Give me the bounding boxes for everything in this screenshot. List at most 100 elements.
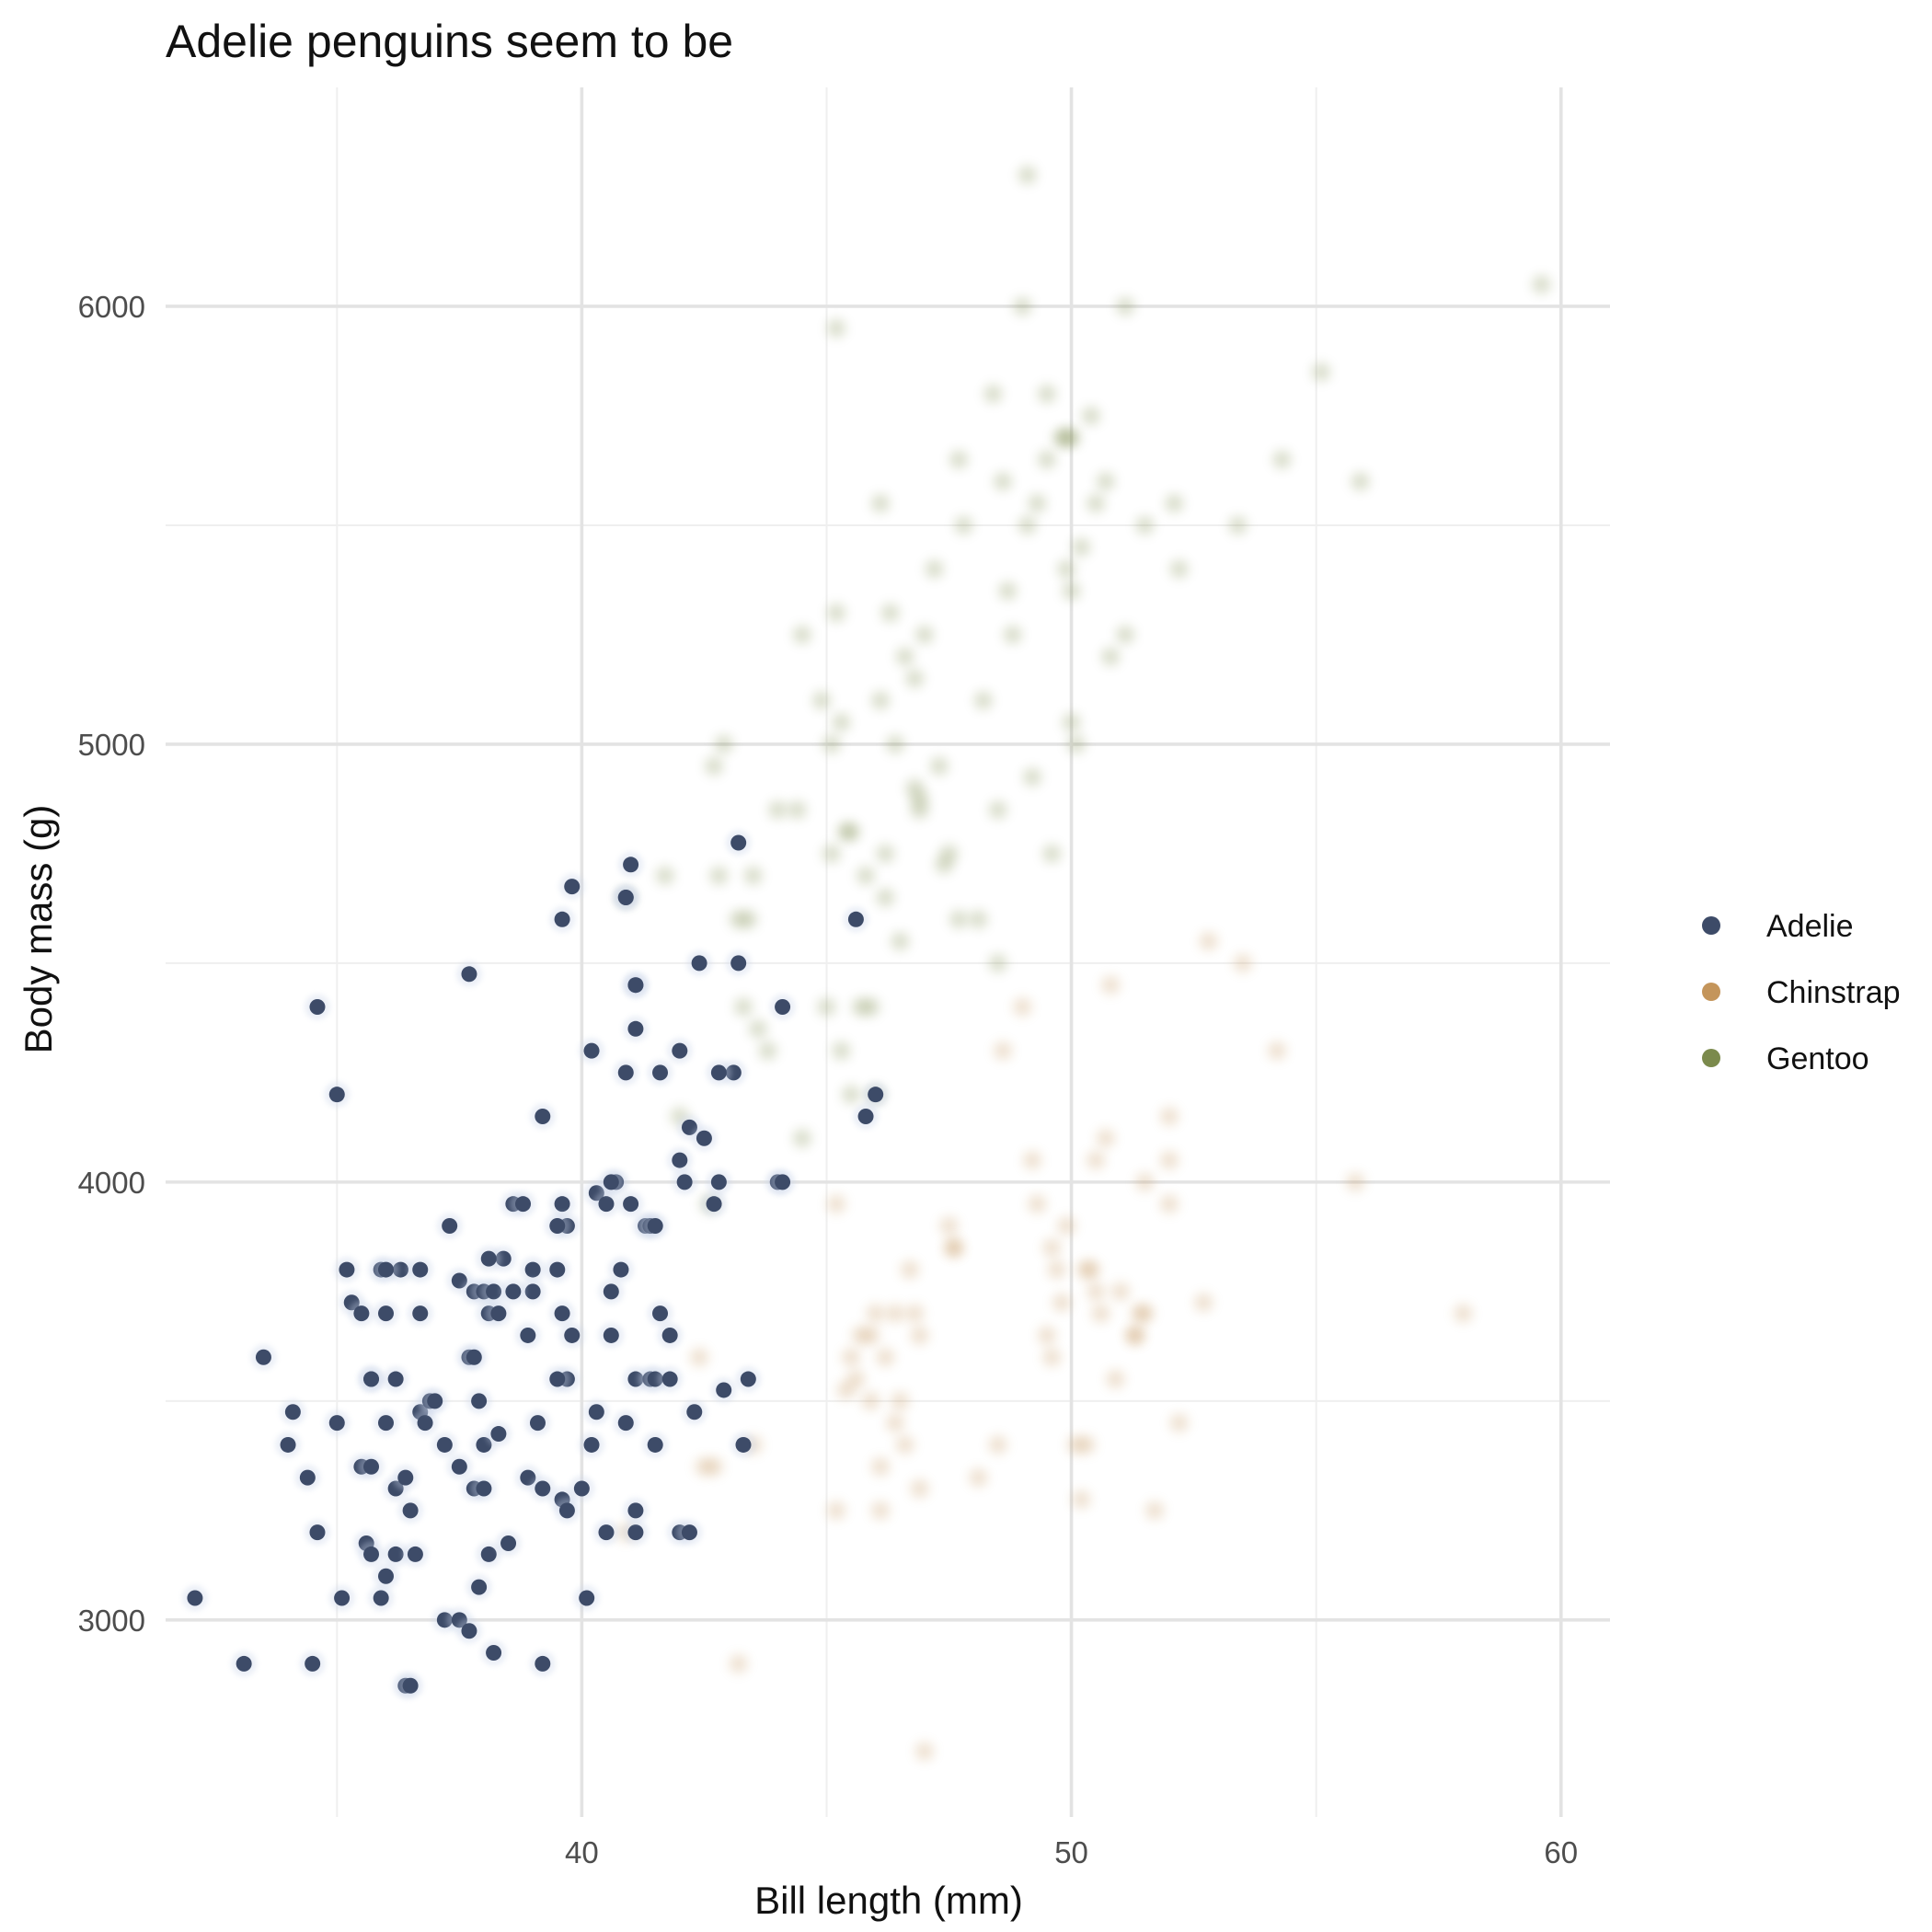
gentoo-point <box>880 604 900 623</box>
adelie-point <box>255 1349 271 1365</box>
chinstrap-point <box>988 1435 1007 1455</box>
adelie-point <box>334 1590 351 1606</box>
adelie-point <box>299 1469 316 1486</box>
gentoo-point <box>1057 428 1076 447</box>
gentoo-point <box>1003 625 1022 644</box>
gentoo-point <box>822 734 841 753</box>
legend-key-chinstrap <box>1702 983 1720 1001</box>
chinstrap-point <box>944 1238 963 1258</box>
adelie-point <box>554 1305 570 1322</box>
chinstrap-point <box>910 1326 929 1345</box>
adelie-point <box>402 1677 419 1694</box>
adelie-point <box>672 1152 688 1168</box>
adelie-point <box>735 1436 752 1453</box>
chinstrap-point <box>871 1457 891 1477</box>
adelie-point <box>377 1305 394 1322</box>
adelie-point <box>652 1064 669 1081</box>
gentoo-point <box>817 997 836 1017</box>
x-axis-title: Bill length (mm) <box>754 1879 1023 1922</box>
gentoo-point <box>812 691 832 710</box>
adelie-point <box>583 1042 600 1059</box>
chinstrap-point <box>1013 997 1032 1017</box>
adelie-point <box>627 977 644 994</box>
chinstrap-point <box>871 1501 891 1520</box>
legend: Adelie Chinstrap Gentoo <box>1702 909 1901 1076</box>
adelie-point <box>486 1645 502 1662</box>
adelie-point <box>554 911 570 927</box>
gentoo-point <box>842 1085 861 1104</box>
chinstrap-point <box>905 1304 925 1323</box>
x-tick-label: 50 <box>1054 1835 1088 1869</box>
gentoo-point <box>871 494 891 513</box>
chinstrap-point <box>1087 1282 1106 1301</box>
highlighted-points-layer <box>181 830 889 1699</box>
adelie-point <box>339 1261 355 1278</box>
gentoo-point <box>998 581 1018 601</box>
chinstrap-point <box>690 1348 709 1367</box>
chinstrap-point <box>891 1391 910 1410</box>
chinstrap-point <box>1076 1435 1096 1455</box>
legend-label-adelie: Adelie <box>1766 909 1854 944</box>
gentoo-point <box>1087 494 1106 513</box>
adelie-point <box>617 1064 634 1081</box>
gentoo-point <box>1135 515 1155 535</box>
chinstrap-point <box>910 1479 929 1499</box>
adelie-point <box>377 1568 394 1584</box>
tick-labels: 40 50 60 3000 4000 5000 6000 <box>78 290 1579 1869</box>
chinstrap-point <box>1057 1216 1076 1236</box>
chinstrap-point <box>939 1216 959 1236</box>
chinstrap-point <box>1454 1304 1473 1323</box>
adelie-point <box>564 1327 581 1343</box>
adelie-point <box>740 1371 756 1387</box>
chinstrap-point <box>1087 1151 1106 1170</box>
chinstrap-point <box>705 1457 724 1477</box>
adelie-point <box>661 1371 678 1387</box>
chinstrap-point <box>1042 1348 1062 1367</box>
chinstrap-point <box>1135 1172 1155 1191</box>
adelie-point <box>647 1436 663 1453</box>
gentoo-point <box>988 953 1007 972</box>
gentoo-point <box>832 713 851 732</box>
adelie-point <box>661 1327 678 1343</box>
gentoo-point <box>743 866 763 885</box>
adelie-point <box>529 1415 546 1432</box>
adelie-point <box>627 1524 644 1541</box>
gentoo-point <box>832 1041 851 1061</box>
adelie-point <box>603 1283 619 1300</box>
gentoo-point <box>954 515 973 535</box>
gentoo-point <box>876 844 895 863</box>
adelie-point <box>436 1436 453 1453</box>
gentoo-point <box>1165 494 1184 513</box>
gentoo-point <box>1042 844 1062 863</box>
gentoo-point <box>861 997 880 1017</box>
adelie-point <box>588 1404 604 1420</box>
gentoo-point <box>939 844 959 863</box>
chinstrap-point <box>827 1194 846 1213</box>
adelie-point <box>471 1579 488 1595</box>
gentoo-point <box>1057 559 1076 579</box>
adelie-point <box>603 1327 619 1343</box>
gentoo-point <box>1018 515 1037 535</box>
adelie-point <box>476 1480 492 1497</box>
gentoo-point <box>827 318 846 338</box>
adelie-point <box>309 998 326 1015</box>
gentoo-point <box>705 756 724 776</box>
adelie-point <box>579 1590 595 1606</box>
legend-key-gentoo <box>1702 1049 1720 1067</box>
adelie-point <box>373 1590 389 1606</box>
adelie-point <box>377 1415 394 1432</box>
adelie-point <box>363 1458 380 1475</box>
adelie-point <box>471 1393 488 1409</box>
adelie-point <box>549 1261 566 1278</box>
chinstrap-point <box>1081 1260 1100 1280</box>
gentoo-point <box>1532 275 1551 294</box>
adelie-point <box>466 1349 482 1365</box>
gentoo-point <box>929 756 949 776</box>
chinstrap-point <box>729 1654 748 1673</box>
adelie-point <box>353 1305 370 1322</box>
adelie-point <box>710 1064 727 1081</box>
chart-title: Adelie penguins seem to be <box>166 16 733 67</box>
gentoo-point <box>1023 767 1041 787</box>
adelie-point <box>775 1174 791 1190</box>
gentoo-point <box>1116 625 1135 644</box>
